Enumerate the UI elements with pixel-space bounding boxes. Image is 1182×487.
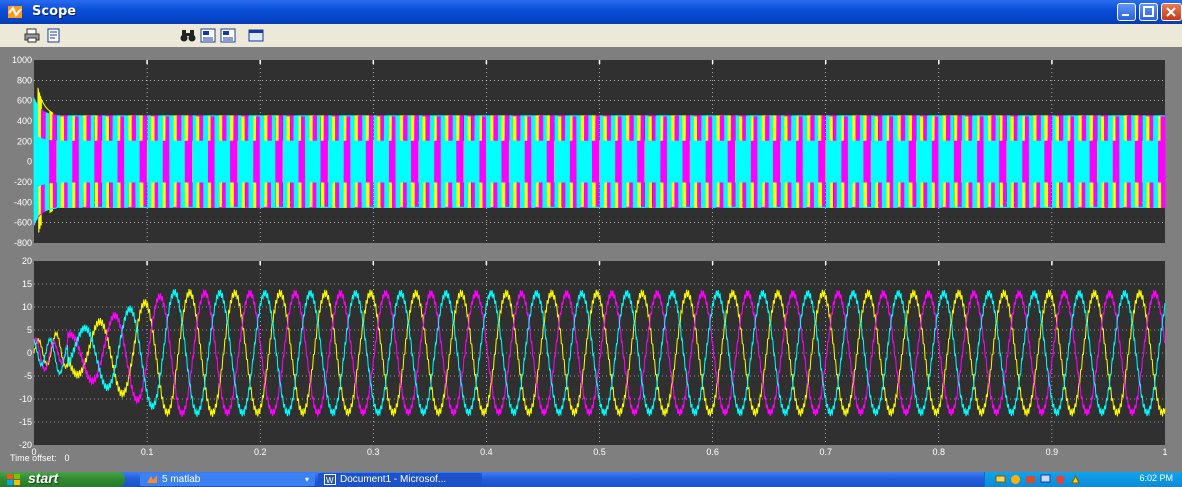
y-tick-label: 5 [27, 325, 32, 335]
y-tick-label: -800 [14, 238, 32, 248]
system-tray: 6:02 PM [984, 472, 1182, 487]
scope-plot-area: -800 -600 -400 -200 0 200 400 600 800 1000 -20 -15-… [0, 47, 1182, 463]
time-offset-label: Time offset: 0 [10, 453, 70, 463]
minimize-button[interactable] [1117, 3, 1136, 21]
x-tick-label: 0.1 [141, 447, 154, 457]
scope-toolbar [0, 24, 1182, 47]
messenger-icon[interactable] [1010, 474, 1021, 485]
taskbar-item-matlab[interactable]: 5 matlab ▾ [140, 473, 315, 486]
parameters-icon[interactable] [46, 28, 62, 43]
windows-flag-icon [7, 474, 20, 485]
series-line [33, 288, 1166, 418]
series-line [33, 289, 1166, 417]
floating-scope-icon[interactable] [248, 28, 264, 43]
title-bar[interactable]: Scope [0, 0, 1182, 24]
window-title: Scope [32, 4, 77, 19]
y-tick-label: 0 [27, 348, 32, 358]
series-layer [33, 87, 1166, 418]
y-tick-label: 1000 [12, 55, 32, 65]
start-button[interactable]: start [0, 470, 125, 487]
volume-icon[interactable] [1025, 474, 1036, 485]
y-tick-label: -15 [19, 417, 32, 427]
simulink-scope-icon [8, 6, 22, 18]
word-icon: W [324, 474, 336, 485]
x-tick-label: 0 [31, 447, 36, 457]
power-icon[interactable] [1070, 474, 1081, 485]
save-axes-icon[interactable] [200, 28, 216, 43]
y-tick-label: -600 [14, 218, 32, 228]
matlab-icon [147, 475, 157, 483]
y-tick-label: -5 [24, 371, 32, 381]
display-icon[interactable] [1040, 474, 1051, 485]
x-tick-label: 0.7 [819, 447, 832, 457]
zoom-binoculars-icon[interactable] [180, 28, 196, 43]
y-tick-label: 15 [22, 279, 32, 289]
y-tick-label: -400 [14, 197, 32, 207]
scope-plots: -800-600-400-20002004006008001000-20-15-… [10, 55, 1168, 463]
x-tick-label: 0.2 [254, 447, 267, 457]
restore-axes-icon[interactable] [220, 28, 236, 43]
network-icon[interactable] [995, 474, 1006, 485]
y-tick-label: 10 [22, 302, 32, 312]
x-tick-label: 0.5 [593, 447, 606, 457]
y-tick-label: 400 [17, 116, 32, 126]
x-tick-label: 0.6 [706, 447, 719, 457]
start-label: start [28, 470, 59, 486]
y-tick-label: 800 [17, 75, 32, 85]
chevron-down-icon: ▾ [304, 475, 309, 484]
y-tick-label: 600 [17, 96, 32, 106]
x-tick-label: 0.4 [480, 447, 493, 457]
taskbar: start 5 matlab ▾ W Document1 - Microsof.… [0, 470, 1182, 487]
minimize-icon [1122, 14, 1129, 16]
y-tick-label: -200 [14, 177, 32, 187]
y-tick-label: -10 [19, 394, 32, 404]
y-tick-label: -20 [19, 440, 32, 450]
x-tick-label: 0.3 [367, 447, 380, 457]
series-line [33, 97, 1165, 226]
maximize-icon [1143, 6, 1154, 17]
security-icon[interactable] [1055, 474, 1066, 485]
taskbar-item-label: Document1 - Microsof... [340, 474, 447, 485]
close-icon [1166, 7, 1176, 17]
tick-labels: -800-600-400-20002004006008001000-20-15-… [12, 55, 1168, 457]
print-icon[interactable] [24, 28, 40, 43]
clock: 6:02 PM [1139, 473, 1173, 483]
x-tick-label: 0.9 [1046, 447, 1059, 457]
close-button[interactable] [1161, 3, 1182, 21]
series-line [33, 288, 1166, 417]
y-tick-label: 20 [22, 256, 32, 266]
taskbar-item-word[interactable]: W Document1 - Microsof... [318, 473, 482, 486]
y-tick-label: 200 [17, 136, 32, 146]
taskbar-item-label: 5 matlab [162, 474, 201, 485]
x-tick-label: 0.8 [933, 447, 946, 457]
svg-text:W: W [326, 476, 334, 485]
maximize-button[interactable] [1139, 3, 1158, 21]
x-tick-label: 1 [1162, 447, 1167, 457]
y-tick-label: 0 [27, 157, 32, 167]
